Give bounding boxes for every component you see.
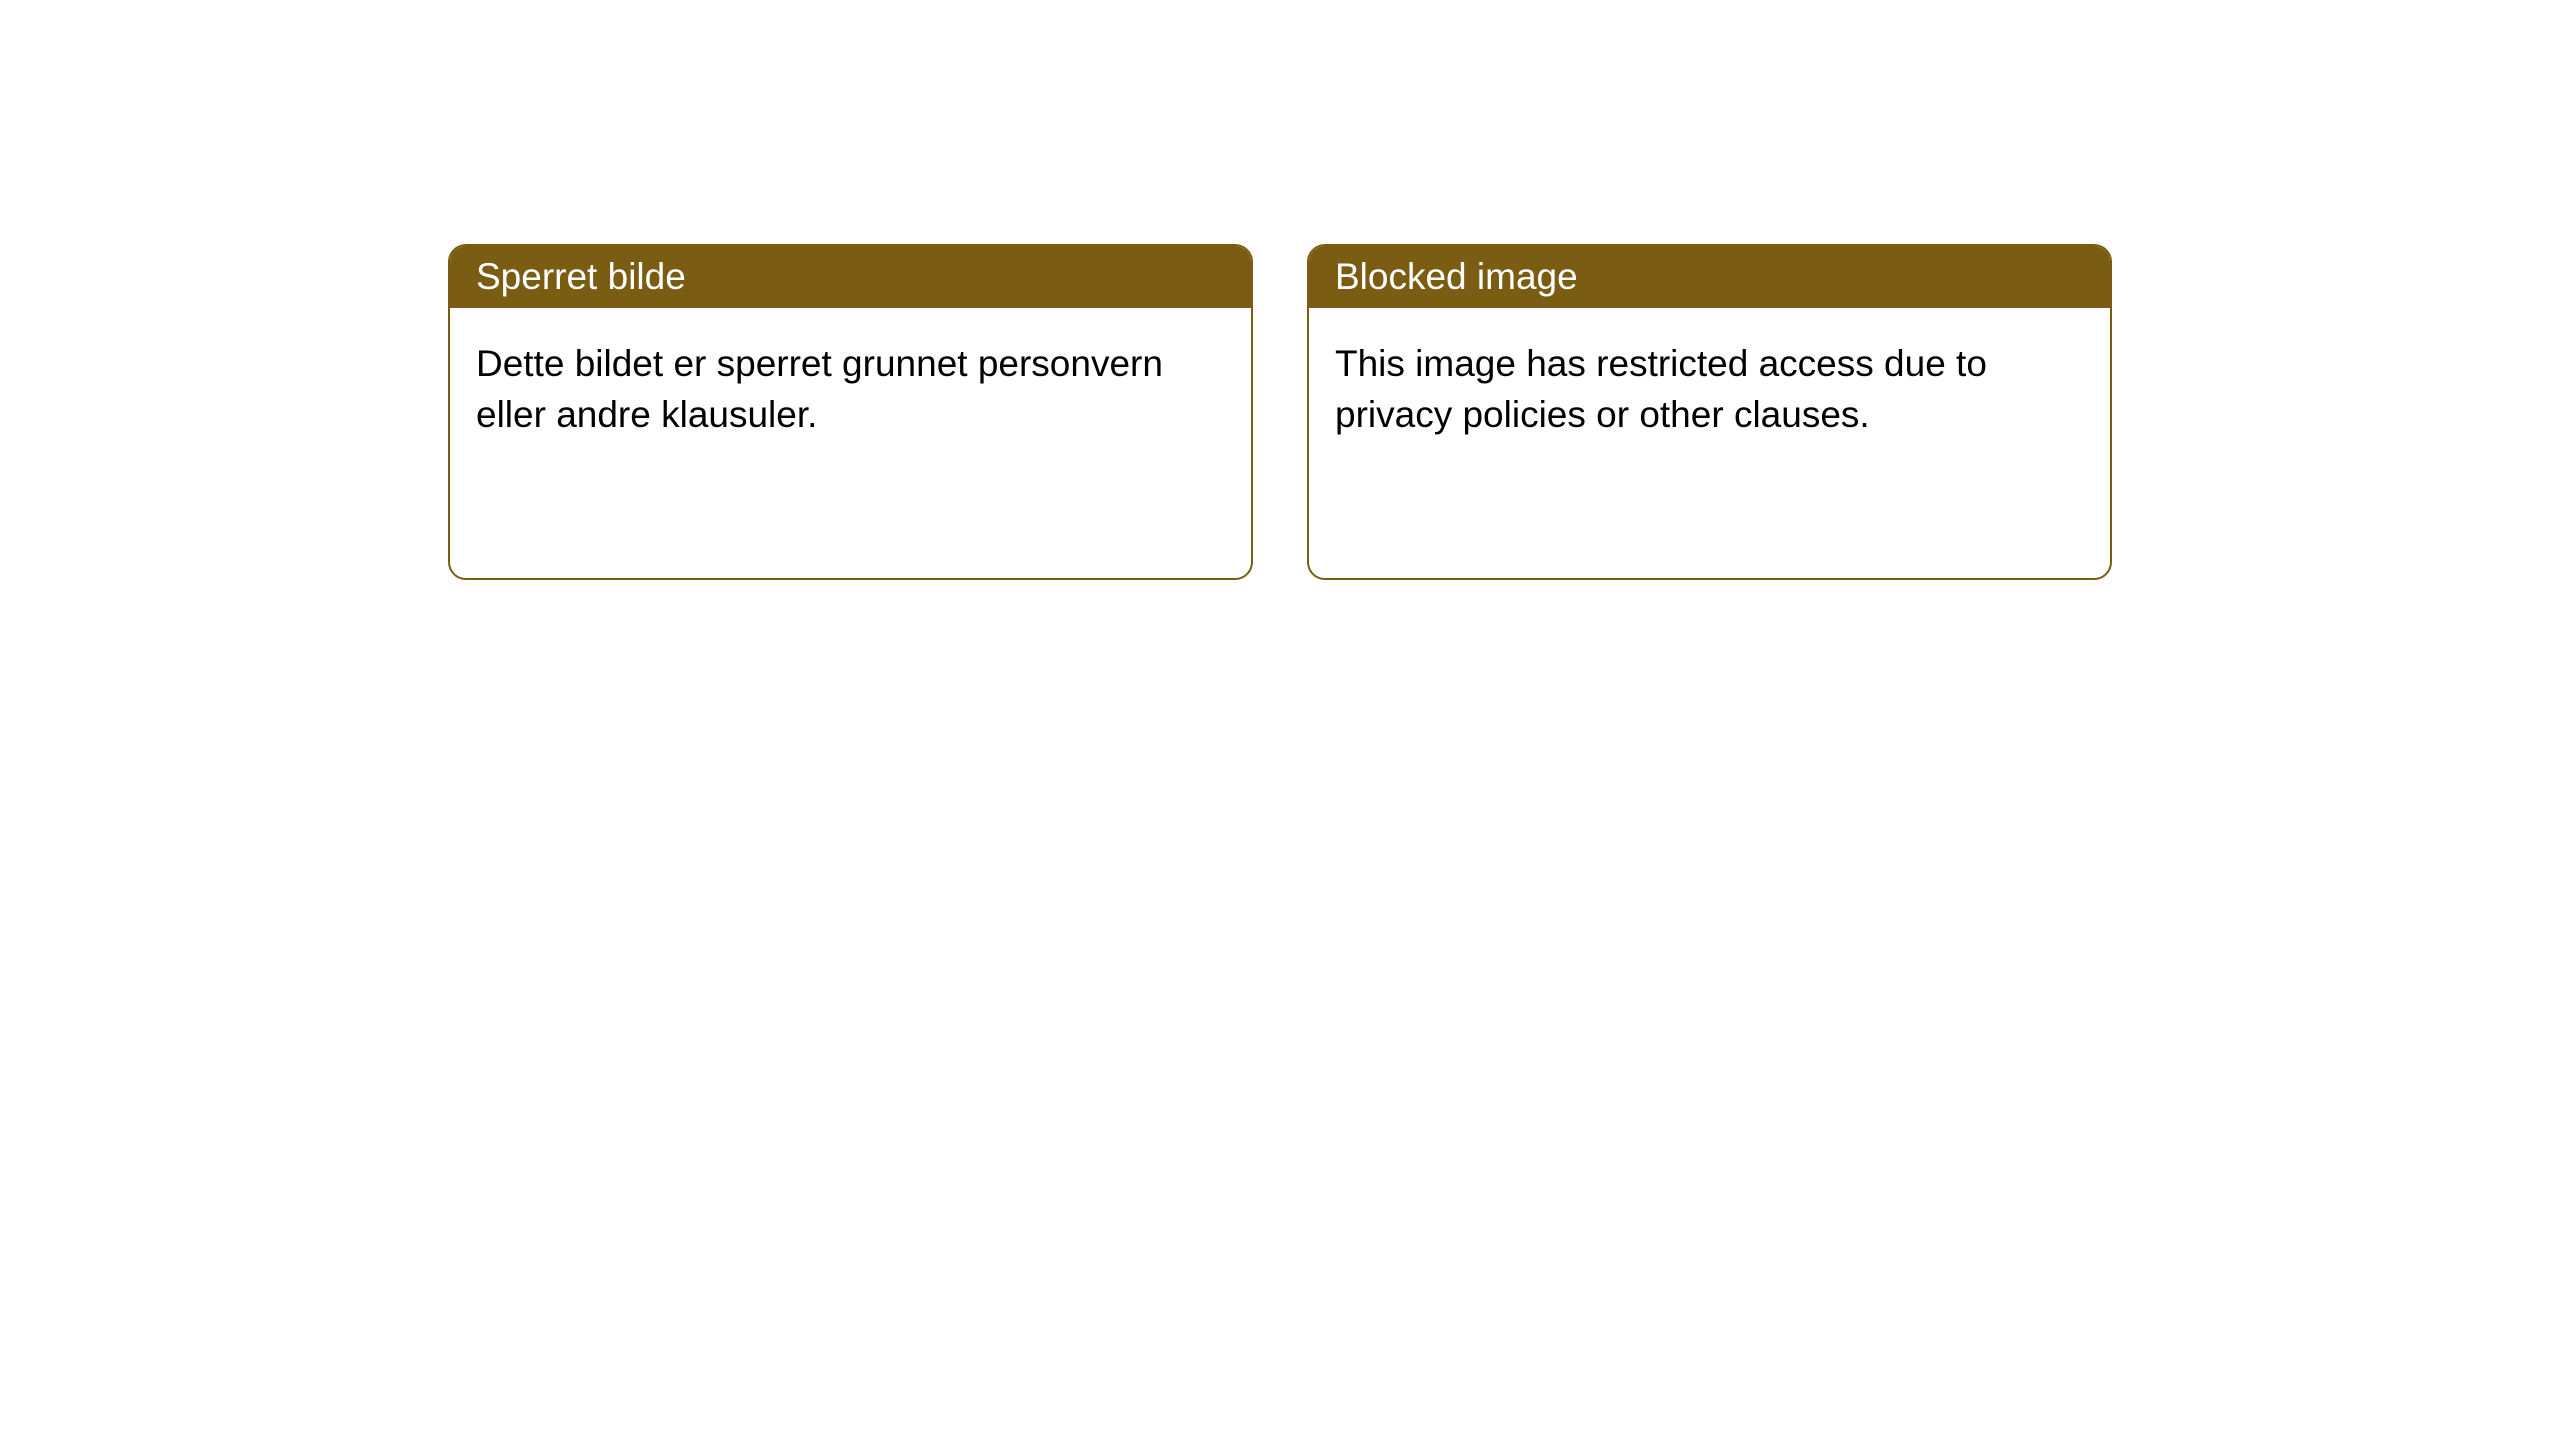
- card-title: Sperret bilde: [476, 256, 686, 297]
- notice-card-norwegian: Sperret bilde Dette bildet er sperret gr…: [448, 244, 1253, 580]
- card-body: Dette bildet er sperret grunnet personve…: [450, 308, 1251, 470]
- notice-container: Sperret bilde Dette bildet er sperret gr…: [0, 0, 2560, 580]
- card-title: Blocked image: [1335, 256, 1578, 297]
- card-body-text: Dette bildet er sperret grunnet personve…: [476, 343, 1163, 435]
- card-body: This image has restricted access due to …: [1309, 308, 2110, 470]
- card-header: Sperret bilde: [450, 246, 1251, 308]
- notice-card-english: Blocked image This image has restricted …: [1307, 244, 2112, 580]
- card-header: Blocked image: [1309, 246, 2110, 308]
- card-body-text: This image has restricted access due to …: [1335, 343, 1987, 435]
